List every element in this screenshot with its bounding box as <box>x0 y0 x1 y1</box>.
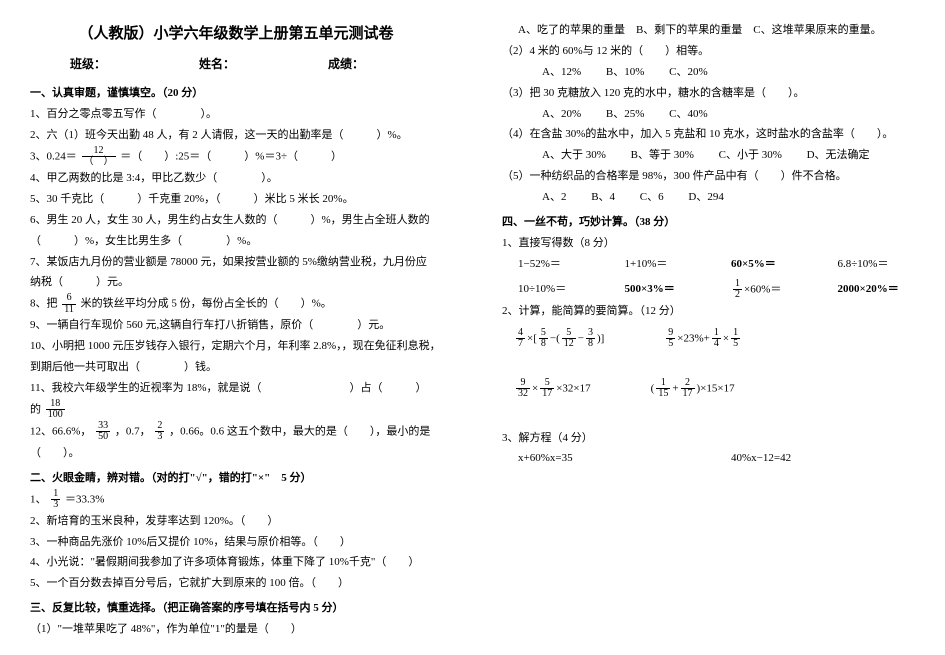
opt-c: C、小于 30% <box>719 149 782 161</box>
mc-q5: （5）一种纺织品的合格率是 98%，300 件产品中有（ ）件不合格。 <box>502 166 914 187</box>
mc-q1: （1）"一堆苹果吃了 48%"，作为单位"1"的量是（ ） <box>30 619 442 640</box>
q12-text-c: ，0.66。0.6 这五个数中，最大的是（ ），最小的是（ ）。 <box>30 425 430 458</box>
tf-q1: 1、 13 ＝33.3% <box>30 489 442 511</box>
mc-q3-opts: A、20% B、25% C、40% <box>542 104 914 125</box>
section-3-header: 三、反复比较，慎重选择。（把正确答案的序号填在括号内 5 分） <box>30 598 442 619</box>
exam-title: （人教版）小学六年级数学上册第五单元测试卷 <box>30 20 442 49</box>
section-2-header: 二、火眼金睛，辨对错。（对的打"√"，错的打"×" 5 分） <box>30 468 442 489</box>
tf-q4: 4、小光说："暑假期间我参加了许多项体育锻炼，体重下降了 10%千克"（ ） <box>30 552 442 573</box>
q12-text-b: ，0.7， <box>115 425 151 437</box>
q3: 3、0.24＝ 12（ ） ＝（ ）:25＝（ ）%＝3÷（ ） <box>30 146 442 168</box>
mc-q4: （4）在含盐 30%的盐水中，加入 5 克盐和 10 克水，这时盐水的含盐率（ … <box>502 124 914 145</box>
mc-q1-opts: A、吃了的苹果的重量 B、剩下的苹果的重量 C、这堆苹果原来的重量。 <box>518 20 914 41</box>
q10b: 到期后他一共可取出（ ）钱。 <box>30 357 442 378</box>
q8-text-a: 8、把 <box>30 298 58 310</box>
calc-7: 12×60%＝ <box>731 279 808 301</box>
tf-q1-a: 1、 <box>30 493 47 505</box>
equation-row: x+60%x=35 40%x−12=42 <box>518 448 914 469</box>
opt-a: A、大于 30% <box>542 149 606 161</box>
q9: 9、一辆自行车现价 560 元,这辆自行车打八折销售，原价（ ）元。 <box>30 315 442 336</box>
section-1-header: 一、认真审题，谨慎填空。（20 分） <box>30 83 442 104</box>
eq-2: 40%x−12=42 <box>731 448 914 469</box>
mc-q5-opts: A、2 B、4 C、6 D、294 <box>542 187 914 208</box>
tf-q1-b: ＝33.3% <box>65 493 104 505</box>
q1: 1、百分之零点零五写作（ ）。 <box>30 104 442 125</box>
calc-1: 1−52%＝ <box>518 254 595 275</box>
mc-q4-opts: A、大于 30% B、等于 30% C、小于 30% D、无法确定 <box>542 145 914 166</box>
expr-4: (115+217)×15×17 <box>651 378 735 400</box>
q6a: 6、男生 20 人，女生 30 人，男生约占女生人数的（ ）%，男生占全班人数的 <box>30 210 442 231</box>
q11a: 11、我校六年级学生的近视率为 18%，就是说（ ）占（ ） <box>30 378 442 399</box>
calc-7-text: ×60%＝ <box>744 283 781 295</box>
q8-text-b: 米的铁丝平均分成 5 份，每份占全长的（ ）%。 <box>81 298 332 310</box>
q11b: 的 18100 <box>30 399 442 421</box>
q4: 4、甲乙两数的比是 3:4，甲比乙数少（ ）。 <box>30 168 442 189</box>
q7a: 7、某饭店九月份的营业额是 78000 元，如果按营业额的 5%缴纳营业税，九月… <box>30 252 442 273</box>
q11b-text: 的 <box>30 403 41 415</box>
calc-2: 1+10%＝ <box>625 254 702 275</box>
expr-2: 95×23%+14×15 <box>664 328 742 350</box>
class-label: 班级： <box>70 53 106 76</box>
calc-4: 6.8÷10%＝ <box>838 254 915 275</box>
calc-3: 60×5%＝ <box>731 254 808 275</box>
opt-b: B、10% <box>606 66 645 78</box>
opt-d: D、294 <box>688 191 723 203</box>
opt-a: A、12% <box>542 66 581 78</box>
opt-a: A、2 <box>542 191 566 203</box>
section-4-header: 四、一丝不苟，巧妙计算。（38 分） <box>502 212 914 233</box>
page-left: （人教版）小学六年级数学上册第五单元测试卷 班级： 姓名： 成绩： 一、认真审题… <box>0 0 472 655</box>
q12-frac2: 23 <box>155 421 164 443</box>
opt-c: C、40% <box>669 108 708 120</box>
expr-1: 47×[58−(512−38)] <box>514 328 604 350</box>
calc-5: 10÷10%＝ <box>518 279 595 301</box>
score-label: 成绩： <box>328 53 364 76</box>
calc-6: 500×3%＝ <box>625 279 702 301</box>
q11-fraction: 18100 <box>46 399 65 421</box>
expr-3: 932×517×32×17 <box>514 378 591 400</box>
s4-sub2: 2、计算，能简算的要简算。（12 分） <box>502 301 914 322</box>
calc-expr-row2: 932×517×32×17 (115+217)×15×17 <box>514 378 914 400</box>
opt-b: B、25% <box>606 108 645 120</box>
calc-row2: 10÷10%＝ 500×3%＝ 12×60%＝ 2000×20%＝ <box>518 279 914 301</box>
tf-q2: 2、新培育的玉米良种，发芽率达到 120%。（ ） <box>30 511 442 532</box>
s4-sub1: 1、直接写得数（8 分） <box>502 233 914 254</box>
tf-q1-frac: 13 <box>51 489 60 511</box>
q12-frac1: 3350 <box>96 421 110 443</box>
q8: 8、把 611 米的铁丝平均分成 5 份，每份占全长的（ ）%。 <box>30 293 442 315</box>
q2: 2、六（1）班今天出勤 48 人，有 2 人请假，这一天的出勤率是（ ）%。 <box>30 125 442 146</box>
calc-expr-row1: 47×[58−(512−38)] 95×23%+14×15 <box>514 328 914 350</box>
mc-q3: （3）把 30 克糖放入 120 克的水中，糖水的含糖率是（ ）。 <box>502 83 914 104</box>
opt-a: A、20% <box>542 108 581 120</box>
calc-8: 2000×20%＝ <box>838 279 915 301</box>
opt-c: C、20% <box>669 66 708 78</box>
calc-row1: 1−52%＝ 1+10%＝ 60×5%＝ 6.8÷10%＝ <box>518 254 914 275</box>
q7b: 纳税（ ）元。 <box>30 272 442 293</box>
student-info: 班级： 姓名： 成绩： <box>30 53 442 76</box>
mc-q2-opts: A、12% B、10% C、20% <box>542 62 914 83</box>
mc-q2: （2）4 米的 60%与 12 米的（ ）相等。 <box>502 41 914 62</box>
opt-c: C、6 <box>640 191 664 203</box>
q3-fraction: 12（ ） <box>82 146 116 168</box>
page-right: A、吃了的苹果的重量 B、剩下的苹果的重量 C、这堆苹果原来的重量。 （2）4 … <box>472 0 944 655</box>
q12-text-a: 12、66.6%， <box>30 425 91 437</box>
q12: 12、66.6%， 3350 ，0.7， 23 ，0.66。0.6 这五个数中，… <box>30 421 442 464</box>
s4-sub3: 3、解方程（4 分） <box>502 428 914 449</box>
name-label: 姓名： <box>199 53 235 76</box>
q6b: （ ）%，女生比男生多（ ）%。 <box>30 231 442 252</box>
q8-fraction: 611 <box>62 293 76 315</box>
tf-q5: 5、一个百分数去掉百分号后，它就扩大到原来的 100 倍。（ ） <box>30 573 442 594</box>
eq-1: x+60%x=35 <box>518 448 701 469</box>
opt-b: B、等于 30% <box>631 149 694 161</box>
q5: 5、30 千克比（ ）千克重 20%，（ ）米比 5 米长 20%。 <box>30 189 442 210</box>
q3-text-a: 3、0.24＝ <box>30 151 77 163</box>
q3-text-b: ＝（ ）:25＝（ ）%＝3÷（ ） <box>120 151 342 163</box>
opt-d: D、无法确定 <box>807 149 870 161</box>
opt-b: B、4 <box>591 191 615 203</box>
tf-q3: 3、一种商品先涨价 10%后又提价 10%，结果与原价相等。（ ） <box>30 532 442 553</box>
q10a: 10、小明把 1000 元压岁钱存入银行，定期六个月，年利率 2.8%，，现在免… <box>30 336 442 357</box>
